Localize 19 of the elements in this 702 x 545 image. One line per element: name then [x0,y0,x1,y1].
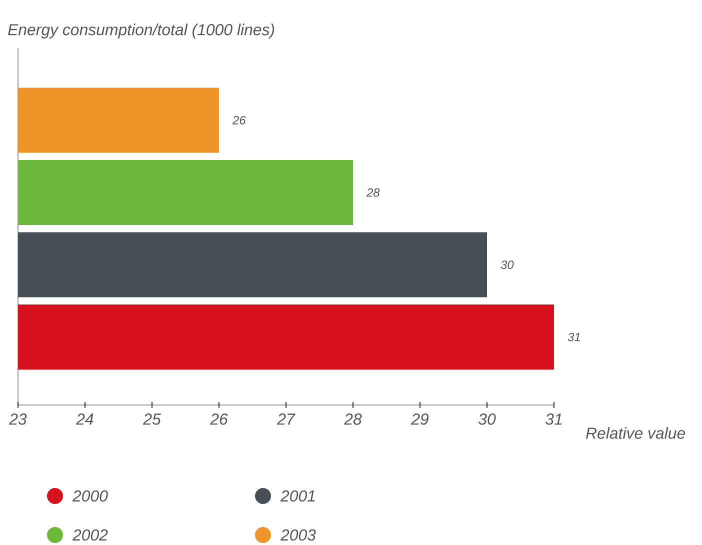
y-axis-title: Energy consumption/total (1000 lines) [8,24,274,38]
data-label: 28 [366,188,380,197]
x-tick-label: 25 [143,414,161,425]
x-tick-label: 23 [9,414,27,425]
legend-label: 2002 [72,529,108,541]
legend-label: 2003 [280,529,316,541]
x-tick-label: 28 [344,414,362,425]
data-label: 31 [568,332,580,342]
legend-label: 2000 [72,490,108,502]
x-tick-label: 31 [546,414,562,425]
x-tick-label: 30 [478,414,496,425]
x-tick-label: 29 [411,414,429,425]
legend-label: 2001 [280,490,315,502]
x-axis-title: Relative value [586,427,686,439]
x-tick-label: 27 [277,414,296,425]
data-label: 26 [232,116,246,124]
data-label: 30 [500,260,514,270]
x-tick-label: 26 [210,414,228,425]
x-tick-label: 24 [76,414,94,425]
